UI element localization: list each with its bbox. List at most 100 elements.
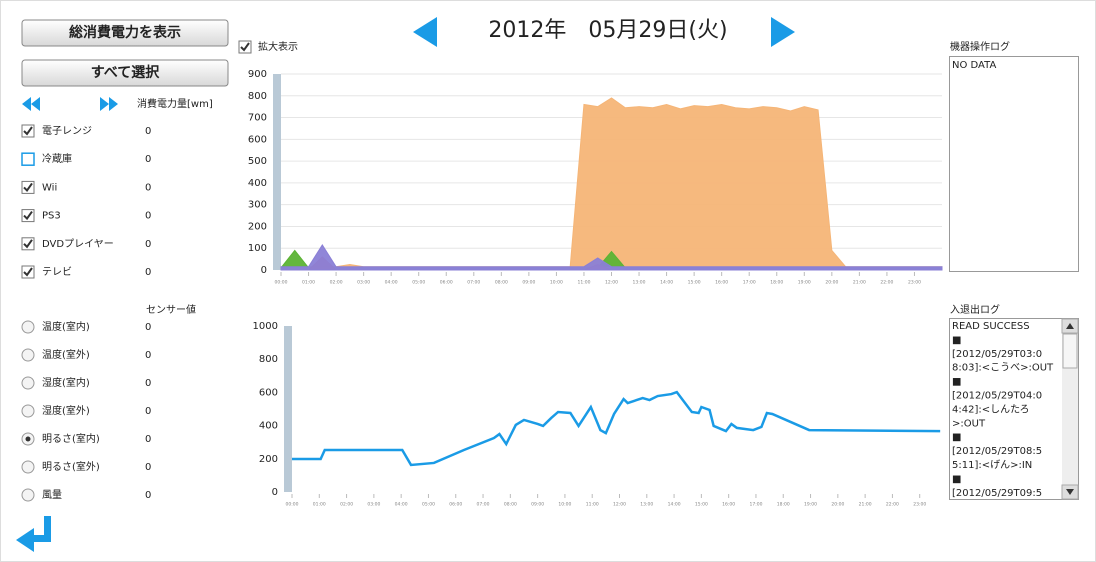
checkbox[interactable] (21, 152, 35, 166)
device-label: Wii (42, 182, 57, 193)
next-page-icon[interactable] (100, 97, 118, 111)
sensor-label: 風量 (42, 489, 62, 501)
log-line: >:OUT (952, 418, 986, 429)
x-tick-label: 22:00 (886, 502, 899, 508)
date-title: 2012年 05月29日(火) (488, 18, 727, 43)
x-tick-label: 05:00 (422, 502, 435, 508)
x-tick-label: 19:00 (798, 280, 811, 286)
sensor-value: 0 (145, 378, 151, 389)
sensor-value: 0 (145, 490, 151, 501)
x-tick-label: 23:00 (913, 502, 926, 508)
x-tick-label: 10:00 (550, 280, 563, 286)
y-tick-label: 600 (248, 134, 267, 145)
prev-page-icon[interactable] (22, 97, 40, 111)
y-tick-label: 300 (248, 200, 267, 211)
log-line: 5:11]:<げん>:IN (952, 459, 1032, 471)
device-value: 0 (145, 239, 151, 250)
x-tick-label: 07:00 (467, 280, 480, 286)
x-tick-label: 01:00 (302, 280, 315, 286)
x-tick-label: 12:00 (605, 280, 618, 286)
x-tick-label: 05:00 (412, 280, 425, 286)
radio-button[interactable] (21, 460, 35, 474)
y-tick-label: 600 (259, 387, 278, 398)
x-tick-label: 07:00 (477, 502, 490, 508)
sensor-value: 0 (145, 322, 151, 333)
x-tick-label: 17:00 (749, 502, 762, 508)
x-tick-label: 21:00 (859, 502, 872, 508)
y-tick-label: 1000 (253, 321, 278, 332)
log-line: [2012/05/29T08:5 (952, 446, 1042, 457)
device-label: PS3 (42, 211, 61, 222)
y-tick-label: 100 (248, 243, 267, 254)
x-tick-label: 04:00 (395, 502, 408, 508)
x-tick-label: 19:00 (804, 502, 817, 508)
scrollbar[interactable] (1061, 318, 1079, 500)
access-log-title: 入退出ログ (950, 303, 1000, 316)
operation-log-title: 機器操作ログ (950, 40, 1010, 53)
x-tick-label: 02:00 (340, 502, 353, 508)
x-tick-label: 17:00 (743, 280, 756, 286)
x-tick-label: 13:00 (633, 280, 646, 286)
checkmark (23, 126, 33, 136)
x-tick-label: 06:00 (449, 502, 462, 508)
x-tick-label: 23:00 (908, 280, 921, 286)
y-tick-label: 0 (261, 265, 267, 276)
log-line: 8:03]:<こうべ>:OUT (952, 362, 1054, 374)
button-label[interactable]: すべて選択 (91, 64, 160, 81)
x-tick-label: 09:00 (531, 502, 544, 508)
x-tick-label: 22:00 (880, 280, 893, 286)
next-day-button[interactable] (771, 17, 795, 47)
sensor-label: 明るさ(室外) (42, 460, 100, 473)
device-value: 0 (145, 211, 151, 222)
log-line: ■ (952, 335, 961, 346)
zoom-label: 拡大表示 (258, 40, 298, 53)
axis-strip (284, 326, 292, 492)
sensor-value: 0 (145, 406, 151, 417)
log-line: [2012/05/29T04:0 (952, 391, 1042, 402)
x-tick-label: 04:00 (385, 280, 398, 286)
log-line: ■ (952, 474, 961, 485)
x-tick-label: 03:00 (357, 280, 370, 286)
x-tick-label: 15:00 (688, 280, 701, 286)
sensor-value: 0 (145, 350, 151, 361)
sensor-value: 0 (145, 434, 151, 445)
x-tick-label: 02:00 (330, 280, 343, 286)
select-all-button[interactable]: すべて選択 (21, 59, 229, 87)
back-button[interactable] (16, 516, 51, 552)
checkmark (23, 239, 33, 249)
x-tick-label: 10:00 (558, 502, 571, 508)
button-label[interactable]: 総消費電力を表示 (69, 24, 181, 41)
y-tick-label: 900 (248, 69, 267, 80)
x-tick-label: 11:00 (577, 280, 590, 286)
x-tick-label: 16:00 (715, 280, 728, 286)
checkmark (23, 267, 33, 277)
x-tick-label: 18:00 (770, 280, 783, 286)
x-tick-label: 21:00 (853, 280, 866, 286)
x-tick-label: 13:00 (640, 502, 653, 508)
access-log-box (949, 318, 1079, 500)
x-tick-label: 08:00 (504, 502, 517, 508)
y-tick-label: 800 (259, 354, 278, 365)
log-line: 4:42]:<しんたろ (952, 403, 1030, 415)
radio-button[interactable] (21, 348, 35, 362)
x-tick-label: 12:00 (613, 502, 626, 508)
radio-button[interactable] (21, 320, 35, 334)
radio-button[interactable] (21, 376, 35, 390)
operation-log-box (949, 56, 1079, 272)
prev-day-button[interactable] (413, 17, 437, 47)
y-tick-label: 400 (248, 178, 267, 189)
area (280, 244, 943, 271)
radio-button[interactable] (21, 488, 35, 502)
radio-button[interactable] (21, 404, 35, 418)
sensor-label: 湿度(室外) (42, 404, 90, 417)
area (280, 97, 943, 271)
show-total-button[interactable]: 総消費電力を表示 (21, 19, 229, 47)
x-tick-label: 08:00 (495, 280, 508, 286)
y-tick-label: 200 (259, 454, 278, 465)
x-tick-label: 15:00 (695, 502, 708, 508)
device-value: 0 (145, 154, 151, 165)
device-label: テレビ (42, 266, 72, 278)
x-tick-label: 20:00 (825, 280, 838, 286)
x-tick-label: 06:00 (440, 280, 453, 286)
